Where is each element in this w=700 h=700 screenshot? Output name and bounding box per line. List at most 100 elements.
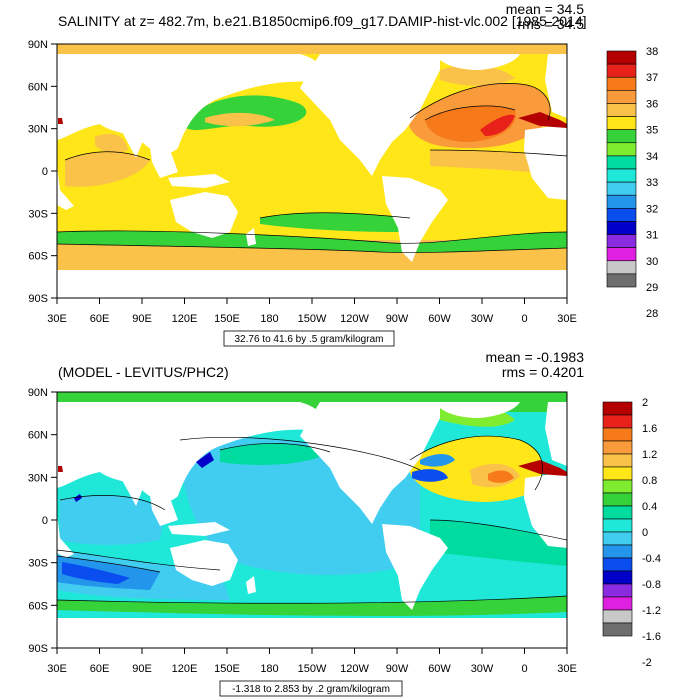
- colorbar-label: 33: [646, 177, 658, 189]
- x-tick-label: 120E: [172, 313, 198, 325]
- y-tick-label: 90N: [28, 387, 48, 399]
- panel1-y-axis: 90N 60N 30N 0 30S 60S 90S: [28, 39, 57, 305]
- panel2-map: [57, 392, 567, 648]
- x-tick-label: 90E: [132, 313, 152, 325]
- panel1-land-india: [120, 128, 148, 158]
- colorbar-label: 37: [646, 72, 658, 84]
- colorbar-swatch: [606, 155, 637, 170]
- colorbar-swatch: [602, 531, 633, 546]
- panel1-land: [57, 54, 567, 298]
- x-tick-label: 120E: [172, 663, 198, 675]
- panel1-arctic-orange: [440, 64, 515, 86]
- colorbar-swatch: [606, 208, 637, 222]
- panel1-med-outflow-red: [480, 114, 515, 136]
- colorbar-swatch: [602, 518, 633, 533]
- panel2-colorbar: 2 1.6 1.2 0.8 0.4 0 -0.4 -0.8 -1.2 -1.6 -2: [602, 397, 661, 669]
- colorbar-swatch: [606, 103, 637, 117]
- x-tick-label: 30E: [47, 313, 67, 325]
- colorbar-swatch: [602, 505, 633, 520]
- colorbar-swatch: [602, 544, 633, 559]
- colorbar-label: 28: [646, 308, 658, 320]
- x-tick-label: 30W: [471, 313, 494, 325]
- colorbar-label: 35: [646, 125, 658, 137]
- colorbar-label: 1.2: [642, 449, 657, 461]
- colorbar-label: 0.8: [642, 475, 657, 487]
- panel-difference: (MODEL - LEVITUS/PHC2) mean = -0.1983 rm…: [28, 349, 661, 697]
- colorbar-swatch: [606, 260, 637, 275]
- x-tick-label: 90E: [132, 663, 152, 675]
- colorbar-swatch: [602, 609, 633, 624]
- colorbar-swatch: [606, 181, 637, 196]
- colorbar-label: -2: [642, 657, 652, 669]
- colorbar-swatch: [602, 596, 633, 611]
- x-tick-label: 0: [521, 663, 527, 675]
- x-tick-label: 0: [521, 313, 527, 325]
- y-tick-label: 90S: [28, 643, 48, 655]
- panel2-x-axis: 30E 60E 90E 120E 150E 180 150W 120W 90W 60W 30W 0 30…: [47, 648, 577, 675]
- panel2-land: [57, 402, 567, 648]
- x-tick-label: 60W: [428, 663, 451, 675]
- colorbar-swatch: [606, 142, 637, 157]
- colorbar-label: -1.2: [642, 605, 661, 617]
- panel2-indian-lightblue: [60, 495, 165, 545]
- panel1-land-australia: [170, 192, 238, 238]
- colorbar-label: -0.8: [642, 579, 661, 591]
- y-tick-label: 30N: [28, 472, 48, 484]
- colorbar-label: 30: [646, 256, 658, 268]
- panel1-land-indonesia: [168, 174, 230, 188]
- colorbar-swatch: [602, 440, 633, 455]
- colorbar-label: 0: [642, 527, 648, 539]
- x-tick-label: 30E: [557, 663, 577, 675]
- panel2-natl-deep-orange: [488, 470, 514, 483]
- colorbar-swatch: [606, 90, 637, 104]
- x-tick-label: 30E: [47, 663, 67, 675]
- colorbar-swatch: [606, 234, 637, 248]
- panel2-contours: [57, 435, 567, 604]
- x-tick-label: 60E: [90, 313, 110, 325]
- x-tick-label: 60W: [428, 313, 451, 325]
- panel1-med-sea: [518, 112, 567, 128]
- y-tick-label: 0: [42, 515, 48, 527]
- colorbar-label: 29: [646, 282, 658, 294]
- panel1-arctic-band: [57, 44, 567, 54]
- y-tick-label: 30S: [28, 208, 48, 220]
- panel2-contour-info-box: [219, 680, 403, 697]
- colorbar-label: -0.4: [642, 553, 661, 565]
- colorbar-swatch: [606, 273, 637, 288]
- y-tick-label: 90S: [28, 293, 48, 305]
- colorbar-swatch: [602, 414, 633, 429]
- colorbar-swatch: [602, 453, 633, 468]
- colorbar-swatch: [602, 466, 633, 481]
- colorbar-swatch: [602, 427, 633, 442]
- panel2-land-seasia: [150, 496, 178, 526]
- colorbar-label: 34: [646, 151, 658, 163]
- panel1-map: [57, 44, 567, 298]
- panel1-land-africa: [524, 124, 567, 200]
- panel2-land-antarctica: [57, 618, 567, 648]
- colorbar-swatch: [606, 63, 637, 78]
- x-tick-label: 60E: [90, 663, 110, 675]
- y-tick-label: 60N: [28, 430, 48, 442]
- panel2-satl-teal: [430, 520, 567, 566]
- colorbar-swatch: [606, 168, 637, 183]
- panel1-land-antarctica: [57, 270, 567, 298]
- panel1-land-nz: [246, 228, 256, 246]
- panel2-southern-deepblue: [62, 562, 130, 584]
- panel2-mean: mean = -0.1983: [486, 349, 585, 365]
- y-tick-label: 0: [42, 166, 48, 178]
- panel1-contours: [57, 83, 567, 253]
- panel2-land-indonesia: [168, 522, 230, 536]
- colorbar-label: 36: [646, 98, 658, 110]
- panel2-rms: rms = 0.4201: [502, 364, 584, 380]
- colorbar-swatch: [602, 401, 633, 416]
- x-tick-label: 180: [260, 663, 278, 675]
- panel2-land-nz: [246, 576, 256, 594]
- x-tick-label: 120W: [340, 663, 369, 675]
- panel2-title: (MODEL - LEVITUS/PHC2): [58, 364, 229, 380]
- colorbar-label: 38: [646, 46, 658, 58]
- y-tick-label: 60S: [28, 251, 48, 263]
- panel1-land-namerica: [300, 54, 440, 176]
- panel1-land-africa-left: [57, 165, 74, 210]
- y-tick-label: 60N: [28, 81, 48, 93]
